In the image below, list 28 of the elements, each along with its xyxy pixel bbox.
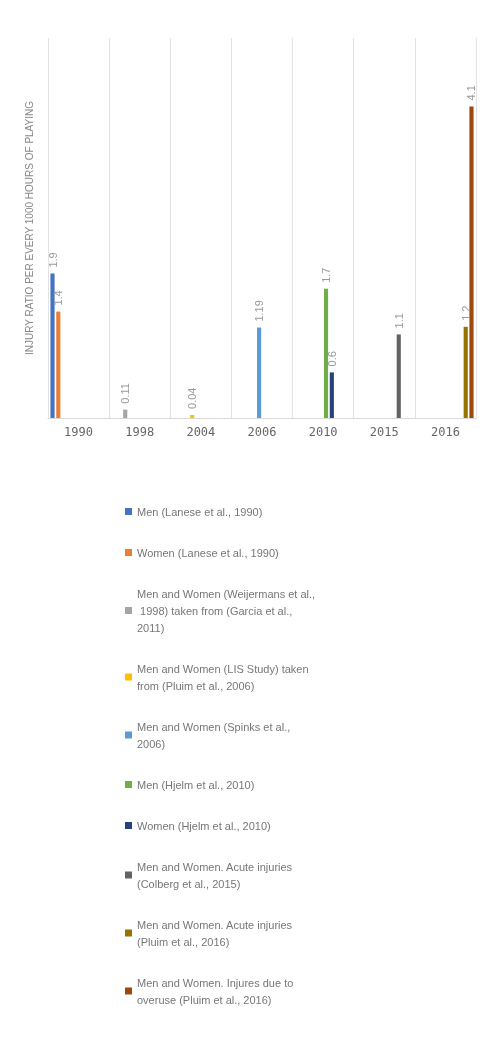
- legend-label: Men and Women (Weijermans et al., 1998) taken from (Garcia et al., 2011): [137, 587, 316, 634]
- data-label: 4.1: [465, 85, 478, 101]
- data-label: 0.11: [119, 383, 132, 404]
- x-tick-label: 1998: [125, 425, 155, 439]
- legend-label: Women (Lanese et al., 1990): [137, 546, 279, 559]
- x-tick-label: 2016: [430, 425, 460, 439]
- x-tick-label: 2004: [186, 425, 216, 439]
- y-axis-title: INJURY RATIO PER EVERY 1000 HOURS OF PLAYING: [23, 100, 35, 355]
- data-label: 1.1: [392, 313, 405, 329]
- x-tick-label: 2006: [247, 425, 277, 439]
- data-label: 0.6: [325, 351, 338, 367]
- x-tick-label: 2010: [308, 425, 338, 439]
- data-label: 1.9: [46, 252, 59, 268]
- legend-label: Men and Women. Acute injuries (Colberg et al., 2015): [137, 860, 296, 890]
- legend-label: Women (Hjelm et al., 2010): [137, 819, 271, 832]
- x-tick-label: 2015: [369, 425, 399, 439]
- x-tick-label: 1990: [64, 425, 94, 439]
- data-label: 1.4: [52, 290, 65, 306]
- data-label: 1.7: [320, 267, 333, 283]
- data-label: 1.2: [459, 305, 472, 321]
- legend-label: Men and Women. Acute injuries (Pluim et al., 2016): [137, 918, 296, 948]
- legend-label: Men and Women (LIS Study) taken from (Pluim et al., 2006): [137, 662, 312, 692]
- legend-label: Men and Women (Spinks et al., 2006): [137, 720, 294, 750]
- legend-label: Men (Lanese et al., 1990): [137, 505, 263, 518]
- legend-label: Men and Women. Injures due to overuse (Pluim et al., 2016): [137, 976, 297, 1006]
- data-label: 1.19: [253, 300, 266, 322]
- legend-label: Men (Hjelm et al., 2010): [137, 778, 255, 791]
- data-label: 0.04: [186, 387, 199, 409]
